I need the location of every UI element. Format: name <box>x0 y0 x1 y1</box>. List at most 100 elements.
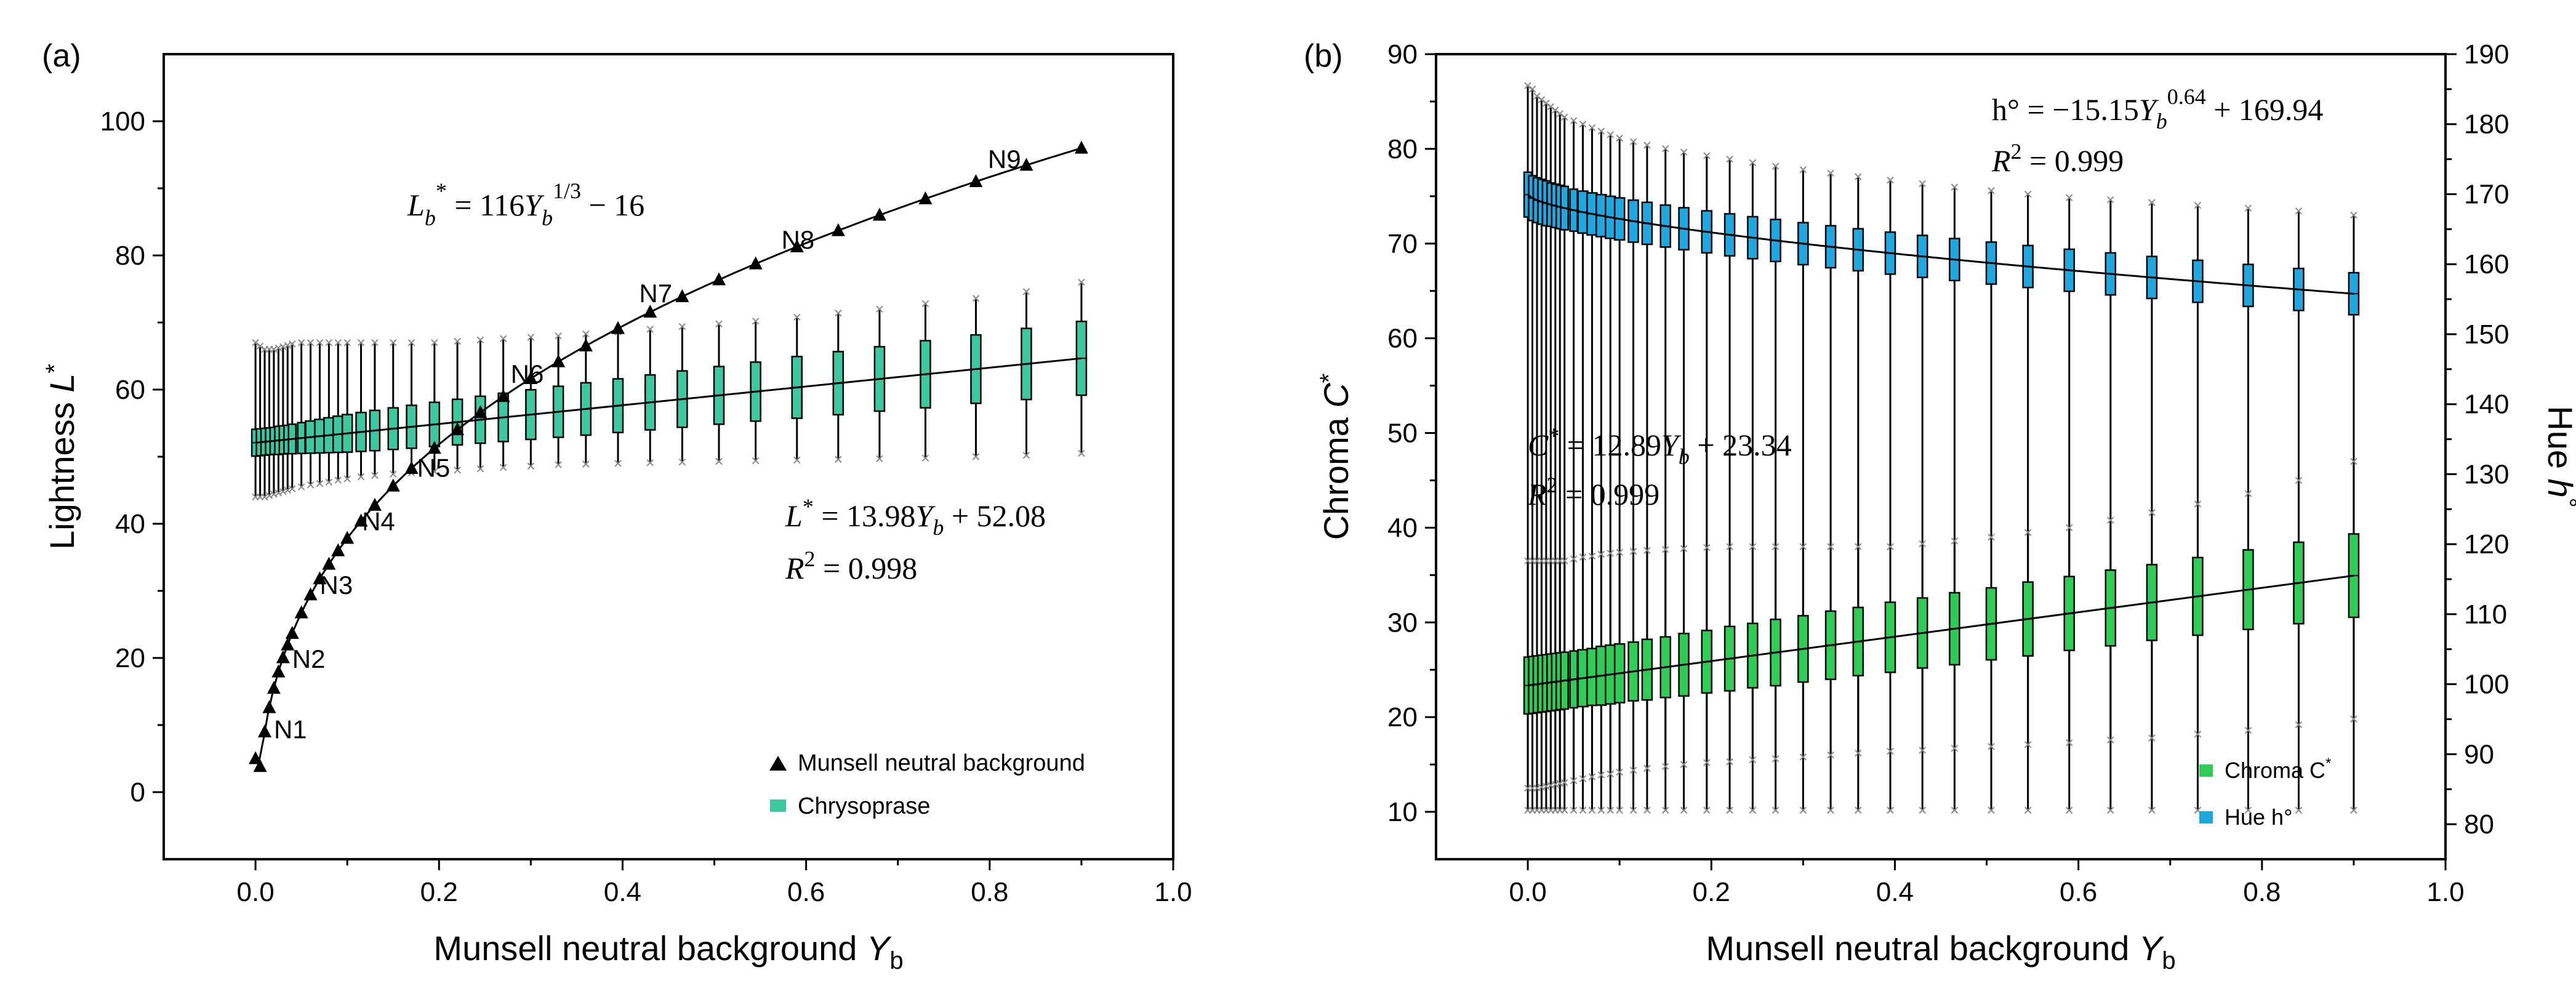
panel-b-x-axis-title: Munsell neutral background Yb <box>1706 929 2175 974</box>
panel-b-left-y-tick-label: 30 <box>1387 607 1418 638</box>
munsell-triangle-point <box>918 191 933 204</box>
chrysoprase-box <box>676 323 688 466</box>
chrysoprase-box-cap <box>499 463 507 471</box>
chroma-box-cap <box>1827 543 1834 550</box>
panel-b-left-y-tick-label: 70 <box>1387 229 1418 259</box>
hue-box-cap <box>1607 131 1614 138</box>
chrysoprase-box-cap <box>876 455 883 462</box>
hue-box-cap <box>1524 82 1531 89</box>
chroma-box-cap <box>1552 780 1559 788</box>
panel-b-x-ticks: 0.0 0.2 0.4 0.6 0.8 1.0 <box>1509 859 2465 907</box>
legend-chrysoprase-label: Chrysoprase <box>798 793 930 819</box>
chrysoprase-box-cap <box>582 330 590 338</box>
panel-b-right-y-tick-label: 140 <box>2464 390 2509 420</box>
chrysoprase-box <box>274 344 283 497</box>
hue-box-cap <box>2194 201 2202 209</box>
panel-b-right-y-tick-label: 160 <box>2464 249 2509 279</box>
chrysoprase-box-cap <box>972 453 980 460</box>
panel-a-y-tick-label: 100 <box>100 106 145 137</box>
chroma-box-cap <box>1988 743 1995 750</box>
panel-b-chroma-equation: C* = 12.89Yb + 23.34 <box>1528 423 1792 469</box>
chroma-box-cap <box>1799 543 1807 550</box>
chrysoprase-box <box>255 342 265 501</box>
chroma-box <box>1747 543 1759 764</box>
chrysoprase-box <box>1075 278 1088 457</box>
panel-a-fit-line <box>255 357 1082 444</box>
hue-box-cap <box>1680 148 1688 156</box>
munsell-triangle-point <box>1074 140 1088 154</box>
munsell-triangle-point <box>276 650 290 663</box>
chroma-box-cap <box>1561 557 1568 564</box>
chroma-box <box>2192 500 2204 738</box>
chrysoprase-box-cap <box>252 339 259 347</box>
hue-box-cap <box>1749 159 1757 167</box>
chroma-box <box>2063 524 2075 747</box>
hue-box-cap <box>1749 806 1757 814</box>
hue-box-cap <box>1988 187 1995 194</box>
chrysoprase-box-cap <box>343 339 351 347</box>
legend-triangle-icon <box>769 756 787 771</box>
legend-hue-label: Hue h° <box>2225 804 2292 830</box>
legend-chroma-label: Chroma C* <box>2225 755 2331 783</box>
chrysoprase-box-cap <box>431 339 438 347</box>
chroma-box-cap <box>1726 543 1733 550</box>
hue-box-cap <box>1597 806 1605 814</box>
chroma-box-cap <box>2350 457 2357 465</box>
chrysoprase-box <box>283 342 292 494</box>
panel-b-label: (b) <box>1304 38 1343 74</box>
chrysoprase-box <box>873 305 886 462</box>
chroma-box-cap <box>2295 476 2303 484</box>
chrysoprase-box-cap <box>1022 288 1030 295</box>
hue-box-cap <box>1570 117 1578 124</box>
chrysoprase-box-cap <box>325 478 333 486</box>
chrysoprase-box <box>314 339 326 487</box>
chrysoprase-box <box>341 339 353 483</box>
chroma-box-cap <box>1588 552 1596 560</box>
hue-box-cap <box>1662 145 1669 153</box>
chrysoprase-box <box>497 335 509 471</box>
chroma-box-cap <box>2148 509 2156 516</box>
hue-box-cap <box>1643 142 1651 149</box>
chrysoprase-box <box>305 339 316 489</box>
munsell-triangle-point <box>258 724 271 737</box>
panel-a-curve-equation: Lb* = 116Yb1/3 − 16 <box>407 178 644 230</box>
chroma-box <box>1985 534 1997 750</box>
munsell-point-label: N5 <box>417 453 451 482</box>
chroma-box-cap <box>1726 758 1733 766</box>
chroma-box <box>2242 490 2254 734</box>
hue-box-cap <box>1772 806 1780 814</box>
panel-b-left-y-tick-label: 40 <box>1387 513 1418 543</box>
hue-box-cap <box>2295 207 2303 215</box>
hue-box-cap <box>1547 103 1555 111</box>
chrysoprase-box <box>287 340 297 493</box>
hue-box-cap <box>2350 211 2357 219</box>
munsell-triangle-point <box>579 338 593 351</box>
chrysoprase-box-cap <box>499 335 507 342</box>
chroma-box-cap <box>1533 784 1541 792</box>
chroma-box-cap <box>1827 752 1834 759</box>
chrysoprase-box-cap <box>793 456 801 464</box>
hue-box-cap <box>1552 106 1559 114</box>
panel-a-x-tick-label: 0.0 <box>237 877 275 907</box>
panel-b-right-y-tick-label: 90 <box>2464 739 2494 769</box>
legend-hue-swatch <box>2199 811 2213 824</box>
hue-box-cap <box>1579 121 1587 128</box>
munsell-point-label: N3 <box>320 571 353 599</box>
chroma-box <box>1569 555 1578 784</box>
panel-b-right-y-tick-label: 80 <box>2464 809 2494 840</box>
hue-box-cap <box>1538 96 1546 103</box>
panel-a-point-labels: N1 N2 N3 N4 N5 N6 N7 N8 N9 <box>274 145 1021 743</box>
chrysoprase-box <box>612 328 624 467</box>
hue-box-cap <box>1855 173 1862 180</box>
chroma-box-cap <box>1855 749 1862 757</box>
hue-box-cap <box>1827 169 1834 177</box>
chrysoprase-box-cap <box>316 479 324 487</box>
chrysoprase-box-cap <box>715 320 723 327</box>
panel-a-x-ticks: 0.0 0.2 0.4 0.6 0.8 1.0 <box>237 859 1192 907</box>
hue-box-cap <box>1643 806 1651 814</box>
chrysoprase-box <box>1021 288 1032 459</box>
chroma-box-cap <box>2194 500 2202 508</box>
munsell-point-label: N1 <box>274 715 307 743</box>
chroma-box-cap <box>1561 779 1568 787</box>
